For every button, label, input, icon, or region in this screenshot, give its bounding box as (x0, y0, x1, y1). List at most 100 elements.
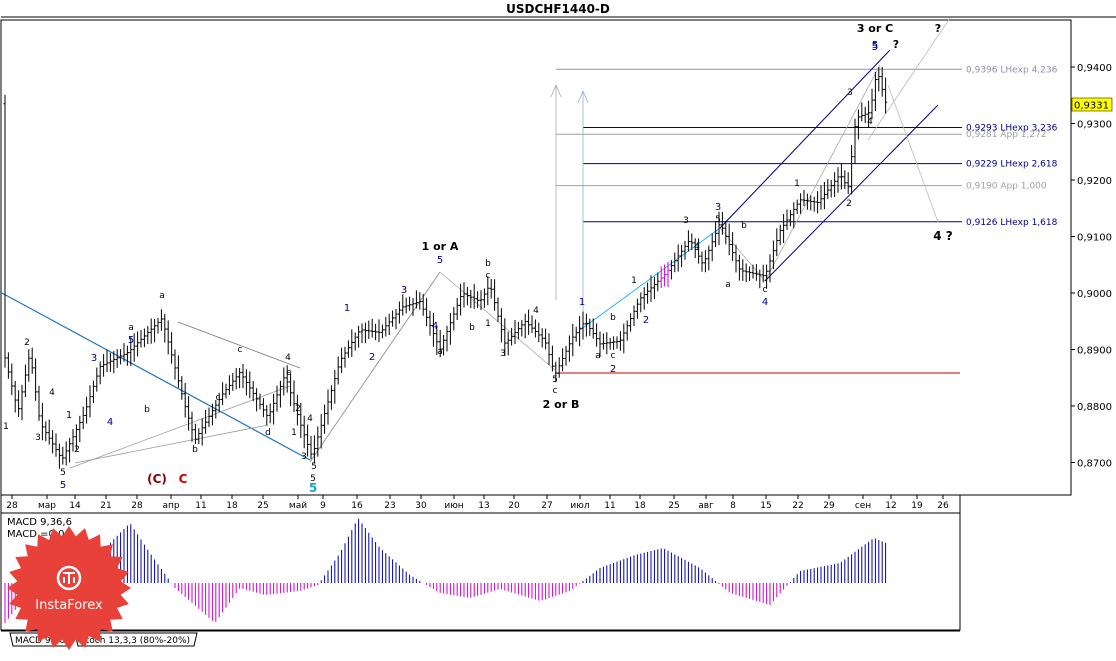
price-bar (686, 230, 690, 252)
price-bar (193, 423, 197, 445)
price-bar (530, 315, 534, 334)
x-tick-label: 25 (668, 501, 679, 511)
price-bar (217, 392, 221, 413)
x-tick-label: 22 (792, 501, 803, 511)
price-bar (727, 223, 731, 256)
price-bar (68, 437, 72, 463)
price-bar (690, 233, 694, 250)
price-bar (438, 330, 442, 358)
wave-label-small: b (741, 221, 747, 231)
price-bar (489, 278, 493, 299)
x-tick-label: 8 (730, 501, 736, 511)
price-bar (581, 311, 585, 340)
price-bar (173, 349, 177, 380)
wave-label-big-c: C (179, 472, 188, 486)
price-bar (425, 298, 429, 327)
y-tick-label: 0,8800 (1077, 402, 1112, 413)
price-bar (210, 403, 214, 426)
wave-label-1-or-a: 1 or A (422, 240, 459, 253)
price-bar (207, 407, 211, 428)
price-bar (353, 332, 357, 351)
price-bar (476, 291, 480, 308)
price-bar (574, 326, 578, 342)
x-tick-label: 20 (508, 501, 520, 511)
x-tick-label: июл (570, 501, 589, 511)
price-bar (248, 371, 252, 399)
price-bar (431, 312, 435, 347)
price-bar (85, 396, 89, 424)
time-axis-labels: 28 мар 14 21 28 апр 11 18 25 май 9 16 23 30 июн 13 20 27 и… (6, 495, 949, 511)
x-tick-label: 11 (195, 501, 206, 511)
price-axis: 0,9400 0,9300 0,9200 0,9100 0,9000 0,8900 0,88… (1071, 63, 1112, 470)
price-bar (6, 352, 10, 379)
price-bar (302, 415, 306, 449)
wave-label-small: 4 (533, 306, 539, 316)
price-bar (880, 67, 884, 97)
price-bar (387, 313, 391, 335)
price-bar (805, 193, 809, 210)
price-bar (309, 435, 313, 460)
price-bar (819, 185, 823, 210)
price-bar (421, 293, 425, 316)
price-bar (833, 172, 837, 198)
tab-stoch[interactable]: Stoch 13,3,3 (80%-20%) (74, 632, 198, 647)
x-tick-label: 28 (6, 501, 18, 511)
price-bar (221, 382, 225, 406)
price-bar (428, 310, 432, 336)
channel-upper (719, 49, 891, 229)
price-bar (816, 191, 820, 214)
x-tick-label: 11 (604, 501, 615, 511)
price-bar (391, 310, 395, 327)
trend-line (719, 227, 766, 282)
price-bar (839, 163, 843, 190)
wave-label-small: a (128, 323, 134, 333)
price-bar (445, 325, 449, 352)
price-bar (363, 322, 367, 344)
price-bar (503, 318, 507, 356)
trend-line (550, 84, 557, 98)
price-bar (37, 385, 41, 421)
price-bar (57, 443, 61, 469)
wave-label-small: 2 (295, 404, 301, 414)
price-bar (115, 349, 119, 368)
price-bar (877, 67, 881, 92)
x-tick-label: 14 (69, 501, 81, 511)
x-tick-label: 29 (823, 501, 835, 511)
y-tick-label: 0,9200 (1077, 176, 1112, 187)
price-bar (146, 326, 150, 345)
macd-histogram (4, 518, 887, 623)
wave-label-small: 4 (49, 388, 55, 398)
price-bar (44, 421, 48, 442)
price-bar (856, 109, 860, 140)
x-tick-label: 9 (320, 501, 326, 511)
price-bar (78, 415, 82, 443)
price-bar (88, 385, 92, 418)
price-bar (802, 189, 806, 206)
price-bar (527, 309, 531, 335)
price-bar (265, 405, 269, 426)
x-tick-label: мар (38, 501, 56, 511)
instaforex-logo: InstaForex (7, 526, 131, 650)
price-bar (867, 100, 871, 128)
price-bar (312, 435, 316, 464)
price-bar (397, 301, 401, 324)
price-bar (516, 321, 520, 340)
price-bar (448, 312, 452, 345)
price-bar (319, 413, 323, 449)
price-bar (482, 288, 486, 308)
price-bar (561, 348, 565, 372)
x-tick-label: 28 (131, 501, 143, 511)
fib-level-label: 0,9293 LНехр 3,236 (966, 123, 1058, 133)
price-bar (472, 283, 476, 309)
wave-label-blue: 2 (643, 315, 649, 326)
price-bar (707, 245, 711, 271)
logo-emblem-icon (56, 565, 82, 591)
price-bar (513, 319, 517, 345)
price-bar (166, 320, 170, 355)
price-bar (71, 429, 75, 452)
y-tick-label: 0,9000 (1077, 289, 1112, 300)
price-bar (255, 388, 259, 412)
price-bar (710, 233, 714, 262)
price-bar (159, 309, 163, 331)
wave-label-small: 5 (60, 468, 66, 478)
